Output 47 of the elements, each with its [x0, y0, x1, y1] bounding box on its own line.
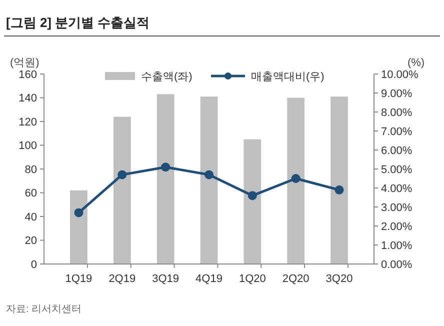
- x-tick-label: 3Q19: [152, 273, 180, 285]
- point: [118, 170, 127, 180]
- point: [161, 162, 170, 172]
- x-tick-label: 2Q19: [108, 273, 136, 285]
- x-tick-label: 1Q19: [65, 273, 92, 285]
- point: [204, 170, 214, 180]
- x-tick-label: 3Q20: [326, 273, 353, 285]
- bar: [287, 98, 305, 264]
- bar: [200, 96, 218, 264]
- point: [334, 185, 344, 194]
- y2-tick-label: 8.00%: [381, 106, 412, 119]
- y-tick-label: 100: [18, 140, 37, 152]
- y-tick-label: 0: [30, 258, 37, 271]
- y-tick-label: 140: [18, 92, 37, 105]
- y2-tick-label: 7.00%: [381, 126, 412, 138]
- y2-tick-label: 4.00%: [381, 182, 412, 195]
- x-tick-label: 2Q20: [282, 273, 310, 285]
- point: [74, 208, 84, 218]
- text: 자료: 리서치센터: [6, 304, 82, 315]
- y2-tick-label: 9.00%: [381, 88, 412, 100]
- y-tick-label: 40: [24, 211, 37, 224]
- bar: [113, 116, 131, 264]
- y-tick-label: 160: [18, 68, 37, 81]
- point: [291, 174, 300, 183]
- y2-tick-label: 2.00%: [381, 220, 412, 233]
- x-tick-label: 4Q19: [196, 273, 222, 285]
- legend-label: 매출액대비(우): [251, 70, 324, 83]
- bar: [70, 190, 88, 264]
- bar: [156, 94, 174, 264]
- y-axis-title: (억원): [10, 57, 40, 69]
- y-tick-label: 80: [24, 164, 37, 176]
- y2-tick-label: 3.00%: [381, 202, 412, 214]
- y-tick-label: 60: [24, 188, 37, 200]
- bar: [244, 139, 262, 264]
- bar: [330, 96, 348, 264]
- legend-label: 수출액(좌): [141, 70, 192, 83]
- y2-tick-label: 0.00%: [381, 258, 412, 271]
- y2-tick-label: 1.00%: [381, 240, 412, 252]
- y2-tick-label: 6.00%: [381, 144, 412, 157]
- y-tick-label: 120: [18, 116, 37, 128]
- y2-tick-label: 5.00%: [381, 164, 412, 176]
- y-tick-label: 20: [24, 235, 37, 248]
- x-tick-label: 1Q20: [238, 273, 266, 285]
- y2-axis-title: (%): [407, 57, 425, 69]
- y2-tick-label: 10.00%: [381, 68, 419, 81]
- chart-title: [그림 2] 분기별 수출실적: [6, 15, 150, 30]
- point: [248, 191, 257, 200]
